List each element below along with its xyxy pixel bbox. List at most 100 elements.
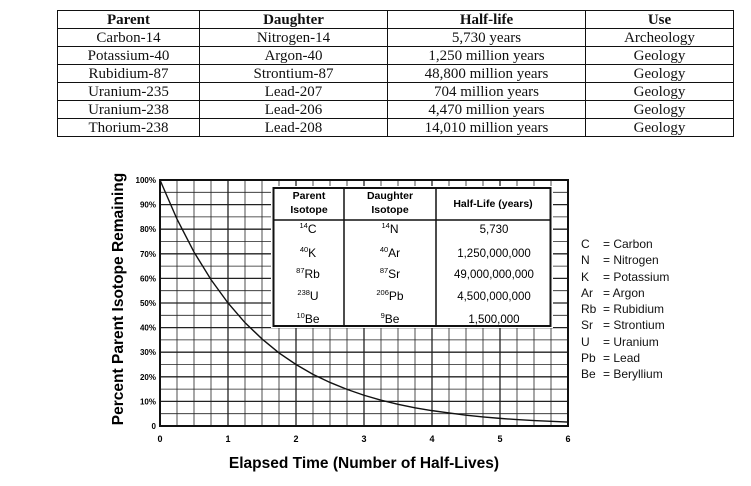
- x-tick-label: 6: [565, 434, 570, 444]
- inset-half-life-value: 1,250,000,000: [457, 248, 531, 260]
- inset-half-life-value: 1,500,000: [468, 314, 519, 326]
- inset-parent-isotope: 10Be: [296, 311, 319, 326]
- inset-header-daughter-sub: Isotope: [371, 204, 408, 216]
- legend-symbol: N: [581, 253, 590, 268]
- inset-table-row: 238U 206Pb 4,500,000,000: [297, 288, 530, 303]
- inset-parent-isotope: 14C: [299, 221, 316, 236]
- element-symbol: Rb: [305, 267, 321, 281]
- x-tick-label: 1: [225, 434, 230, 444]
- element-symbol: K: [308, 246, 316, 260]
- legend-item: Pb = Lead: [581, 350, 669, 366]
- cell-parent: Uranium-235: [57, 82, 200, 101]
- element-symbol: Be: [385, 312, 400, 326]
- legend-item: Ar = Argon: [581, 285, 669, 301]
- mass-number: 40: [380, 245, 388, 254]
- inset-header-daughter: Daughter: [367, 190, 413, 202]
- legend-item: Rb = Rubidium: [581, 301, 669, 317]
- y-tick-label: 100%: [136, 176, 156, 185]
- y-tick-label: 30%: [140, 348, 156, 357]
- mass-number: 87: [296, 266, 304, 275]
- x-tick-labels: 0 1 2 3 4 5 6: [157, 434, 570, 444]
- cell-use: Geology: [585, 118, 734, 137]
- x-axis-label: Elapsed Time (Number of Half-Lives): [229, 455, 499, 472]
- element-symbol: U: [310, 289, 319, 303]
- legend-item: Be = Beryllium: [581, 366, 669, 382]
- inset-table-row: 87Rb 87Sr 49,000,000,000: [296, 266, 534, 281]
- inset-header-parent-sub: Isotope: [290, 204, 327, 216]
- legend-name: = Argon: [603, 285, 645, 300]
- element-symbol: N: [390, 222, 399, 236]
- legend-name: = Strontium: [603, 318, 665, 333]
- legend-name: = Rubidium: [603, 302, 665, 317]
- y-axis-label: Percent Parent Isotope Remaining: [110, 173, 127, 425]
- x-tick-label: 3: [361, 434, 366, 444]
- y-tick-label: 20%: [140, 373, 156, 382]
- plot-frame: [159, 179, 569, 427]
- x-tick-label: 5: [497, 434, 502, 444]
- legend-symbol: K: [581, 269, 590, 284]
- element-symbol: C: [308, 222, 317, 236]
- y-tick-labels: 0 10% 20% 30% 40% 50% 60% 70% 80% 90% 100%: [136, 176, 157, 431]
- legend-symbol: Sr: [581, 318, 593, 333]
- cell-daughter: Lead-208: [199, 118, 388, 137]
- x-tick-label: 0: [157, 434, 162, 444]
- inset-parent-isotope: 87Rb: [296, 266, 320, 281]
- cell-parent: Thorium-238: [57, 118, 200, 137]
- y-tick-label: 0: [152, 422, 157, 431]
- cell-daughter: Lead-207: [199, 82, 388, 101]
- legend-symbol: Be: [581, 367, 596, 382]
- inset-daughter-isotope: 206Pb: [376, 288, 404, 303]
- legend-name: = Uranium: [603, 334, 659, 349]
- element-symbol: Be: [305, 312, 320, 326]
- mass-number: 9: [381, 311, 385, 320]
- inset-header-half-life: Half-Life (years): [453, 198, 532, 210]
- element-legend: C = Carbon N = Nitrogen K = Potassium Ar = A…: [581, 236, 669, 383]
- mass-number: 206: [376, 288, 389, 297]
- inset-table-row: 14C 14N 5,730: [299, 221, 508, 236]
- cell-parent: Rubidium-87: [57, 64, 200, 83]
- decay-curve-line: [159, 179, 569, 423]
- inset-daughter-isotope: 14N: [381, 221, 398, 236]
- decay-table: Parent Daughter Half-life Use Carbon-14 …: [57, 10, 734, 137]
- inset-daughter-isotope: 9Be: [381, 311, 400, 326]
- legend-name: = Nitrogen: [603, 253, 659, 268]
- inset-half-life-value: 4,500,000,000: [457, 291, 531, 303]
- mass-number: 14: [381, 221, 389, 230]
- mass-number: 40: [300, 245, 308, 254]
- mass-number: 238: [297, 288, 310, 297]
- inset-parent-isotope: 238U: [297, 288, 318, 303]
- cell-use: Geology: [585, 64, 734, 83]
- element-symbol: Sr: [388, 267, 400, 281]
- y-tick-label: 60%: [140, 274, 156, 283]
- table-row: Uranium-238 Lead-206 4,470 million years…: [57, 100, 734, 119]
- y-tick-label: 70%: [140, 250, 156, 259]
- legend-symbol: Rb: [581, 302, 597, 317]
- inset-table-row: 10Be 9Be 1,500,000: [296, 311, 519, 326]
- cell-parent: Carbon-14: [57, 28, 200, 47]
- cell-parent: Uranium-238: [57, 100, 200, 119]
- cell-daughter: Strontium-87: [199, 64, 388, 83]
- table-row: Uranium-235 Lead-207 704 million years G…: [57, 82, 734, 101]
- legend-symbol: U: [581, 334, 590, 349]
- inset-parent-isotope: 40K: [300, 245, 316, 260]
- mass-number: 14: [299, 221, 307, 230]
- mass-number: 10: [296, 311, 304, 320]
- legend-item: K = Potassium: [581, 269, 669, 285]
- y-tick-label: 10%: [140, 397, 156, 406]
- legend-symbol: C: [581, 237, 590, 251]
- cell-half-life: 14,010 million years: [387, 118, 586, 137]
- x-tick-label: 2: [293, 434, 298, 444]
- legend-name: = Carbon: [603, 237, 653, 251]
- table-row: Rubidium-87 Strontium-87 48,800 million …: [57, 64, 734, 83]
- inset-half-life-value: 5,730: [480, 224, 509, 236]
- element-symbol: Ar: [388, 246, 400, 260]
- legend-symbol: Ar: [581, 285, 593, 300]
- table-row: Potassium-40 Argon-40 1,250 million year…: [57, 46, 734, 65]
- x-tick-label: 4: [429, 434, 434, 444]
- legend-item: U = Uranium: [581, 334, 669, 350]
- legend-item: N = Nitrogen: [581, 252, 669, 268]
- mass-number: 87: [380, 266, 388, 275]
- cell-use: Geology: [585, 82, 734, 101]
